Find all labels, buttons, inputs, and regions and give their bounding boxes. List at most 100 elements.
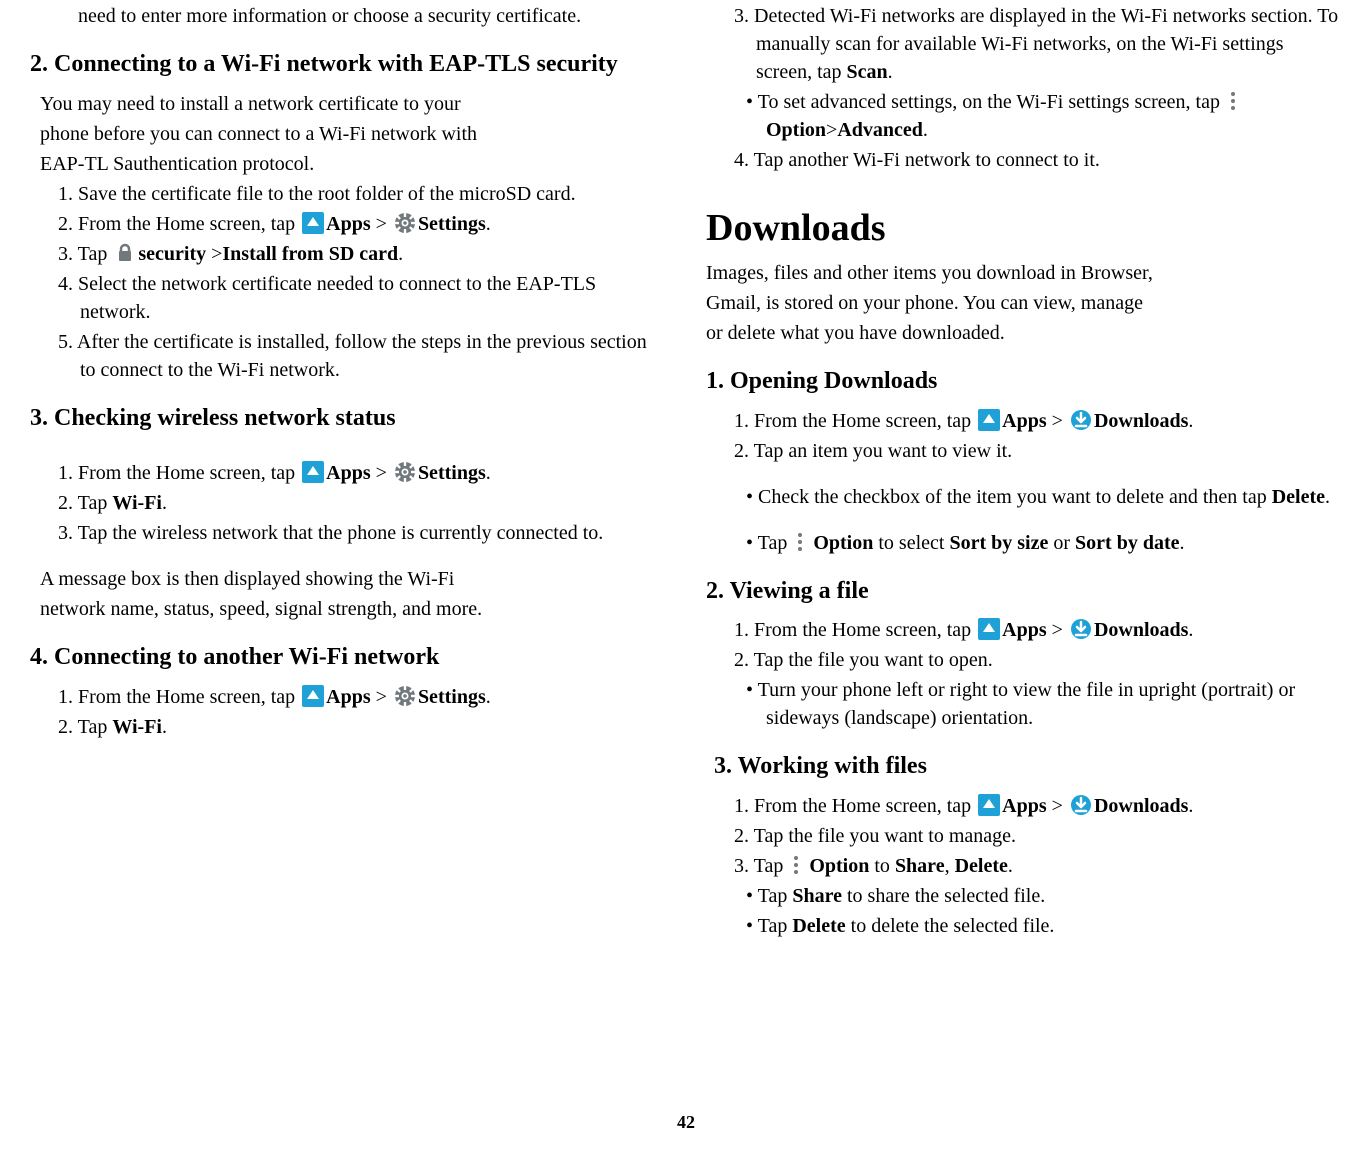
step: 1. From the Home screen, tap Apps > Sett… — [58, 683, 666, 711]
page-number: 42 — [0, 1112, 1372, 1133]
text: > — [1047, 410, 1068, 432]
text: • To set advanced settings, on the Wi-Fi… — [746, 91, 1225, 113]
label: Apps — [1002, 410, 1046, 432]
text: • Check the checkbox of the item you wan… — [746, 486, 1272, 508]
heading-eap-tls: 2. Connecting to a Wi-Fi network with EA… — [30, 48, 666, 82]
text: 3. Tap — [58, 243, 112, 265]
left-column: need to enter more information or choose… — [30, 0, 666, 1080]
heading-viewing-file: 2. Viewing a file — [706, 575, 1342, 609]
text: . — [162, 716, 167, 738]
text: . — [486, 462, 491, 484]
text: > — [371, 462, 392, 484]
label: Apps — [326, 686, 370, 708]
right-column: 3. Detected Wi-Fi networks are displayed… — [706, 0, 1342, 1080]
label: Apps — [1002, 619, 1046, 641]
label: Settings — [418, 462, 486, 484]
text: • Tap — [746, 532, 792, 554]
text: network name, status, speed, signal stre… — [40, 595, 666, 623]
step: 1. From the Home screen, tap Apps > Down… — [734, 616, 1342, 644]
apps-icon — [978, 409, 1000, 431]
label: Scan — [847, 61, 888, 83]
text: 1. From the Home screen, tap — [58, 686, 300, 708]
step: 5. After the certificate is installed, f… — [58, 328, 666, 384]
text: You may need to install a network certif… — [40, 90, 666, 118]
text: , — [945, 855, 955, 877]
text: > — [1047, 795, 1068, 817]
text: > — [206, 243, 222, 265]
label: Settings — [418, 213, 486, 235]
label: Delete — [1272, 486, 1325, 508]
step: 2. Tap Wi-Fi. — [58, 489, 666, 517]
step: 1. Save the certificate file to the root… — [58, 180, 666, 208]
settings-icon — [394, 461, 416, 483]
settings-icon — [394, 212, 416, 234]
text: 3. Tap — [734, 855, 788, 877]
label: Wi-Fi — [112, 716, 162, 738]
heading-downloads: Downloads — [706, 202, 1342, 255]
text: to share the selected file. — [842, 885, 1045, 907]
text: Images, files and other items you downlo… — [706, 259, 1342, 287]
label: Share — [792, 885, 842, 907]
bullet: • Tap Delete to delete the selected file… — [746, 912, 1342, 940]
text: . — [486, 686, 491, 708]
step: 2. Tap the file you want to manage. — [734, 822, 1342, 850]
text: • Tap — [746, 915, 792, 937]
text: to delete the selected file. — [846, 915, 1055, 937]
text: • Tap — [746, 885, 792, 907]
step: 3. Tap Option to Share, Delete. — [734, 852, 1342, 880]
text: to select — [873, 532, 949, 554]
step: 2. From the Home screen, tap Apps > Sett… — [58, 210, 666, 238]
text: need to enter more information or choose… — [78, 2, 666, 30]
bullet: • Tap Option to select Sort by size or S… — [746, 529, 1342, 557]
text: . — [1188, 619, 1193, 641]
text: 1. From the Home screen, tap — [734, 795, 976, 817]
label: Wi-Fi — [112, 492, 162, 514]
text: . — [1179, 532, 1184, 554]
label: Option — [809, 855, 869, 877]
label: Downloads — [1094, 795, 1188, 817]
text: . — [398, 243, 403, 265]
text: . — [1325, 486, 1330, 508]
apps-icon — [302, 461, 324, 483]
step: 1. From the Home screen, tap Apps > Down… — [734, 792, 1342, 820]
text: 1. From the Home screen, tap — [734, 619, 976, 641]
text: or delete what you have downloaded. — [706, 319, 1342, 347]
label: Option — [766, 119, 826, 141]
text: 1. From the Home screen, tap — [734, 410, 976, 432]
step: 2. Tap Wi-Fi. — [58, 713, 666, 741]
text: > — [826, 119, 837, 141]
label: Delete — [955, 855, 1008, 877]
text: 1. From the Home screen, tap — [58, 462, 300, 484]
text: . — [486, 213, 491, 235]
label: Apps — [326, 462, 370, 484]
step: 3. Tap the wireless network that the pho… — [58, 519, 666, 547]
text: Gmail, is stored on your phone. You can … — [706, 289, 1342, 317]
bullet: • Tap Share to share the selected file. — [746, 882, 1342, 910]
text: 2. Tap — [58, 492, 112, 514]
apps-icon — [978, 618, 1000, 640]
bullet: • Turn your phone left or right to view … — [746, 676, 1342, 732]
text: . — [162, 492, 167, 514]
step: 1. From the Home screen, tap Apps > Sett… — [58, 459, 666, 487]
label: Delete — [792, 915, 845, 937]
step: 1. From the Home screen, tap Apps > Down… — [734, 407, 1342, 435]
label: Option — [813, 532, 873, 554]
label: security — [138, 243, 206, 265]
text: 3. Detected Wi-Fi networks are displayed… — [734, 5, 1338, 83]
security-icon — [114, 242, 136, 264]
text: > — [371, 686, 392, 708]
step: 3. Tap security >Install from SD card. — [58, 240, 666, 268]
text: . — [1188, 795, 1193, 817]
heading-working-files: 3. Working with files — [714, 750, 1342, 784]
text: phone before you can connect to a Wi-Fi … — [40, 120, 666, 148]
step: 2. Tap the file you want to open. — [734, 646, 1342, 674]
text: > — [1047, 619, 1068, 641]
label: Sort by size — [949, 532, 1048, 554]
label: Downloads — [1094, 410, 1188, 432]
bullet: • To set advanced settings, on the Wi-Fi… — [746, 88, 1342, 144]
label: Share — [895, 855, 945, 877]
text: EAP-TL Sauthentication protocol. — [40, 150, 666, 178]
heading-connect-another: 4. Connecting to another Wi-Fi network — [30, 641, 666, 675]
downloads-icon — [1070, 618, 1092, 640]
text: > — [371, 213, 392, 235]
